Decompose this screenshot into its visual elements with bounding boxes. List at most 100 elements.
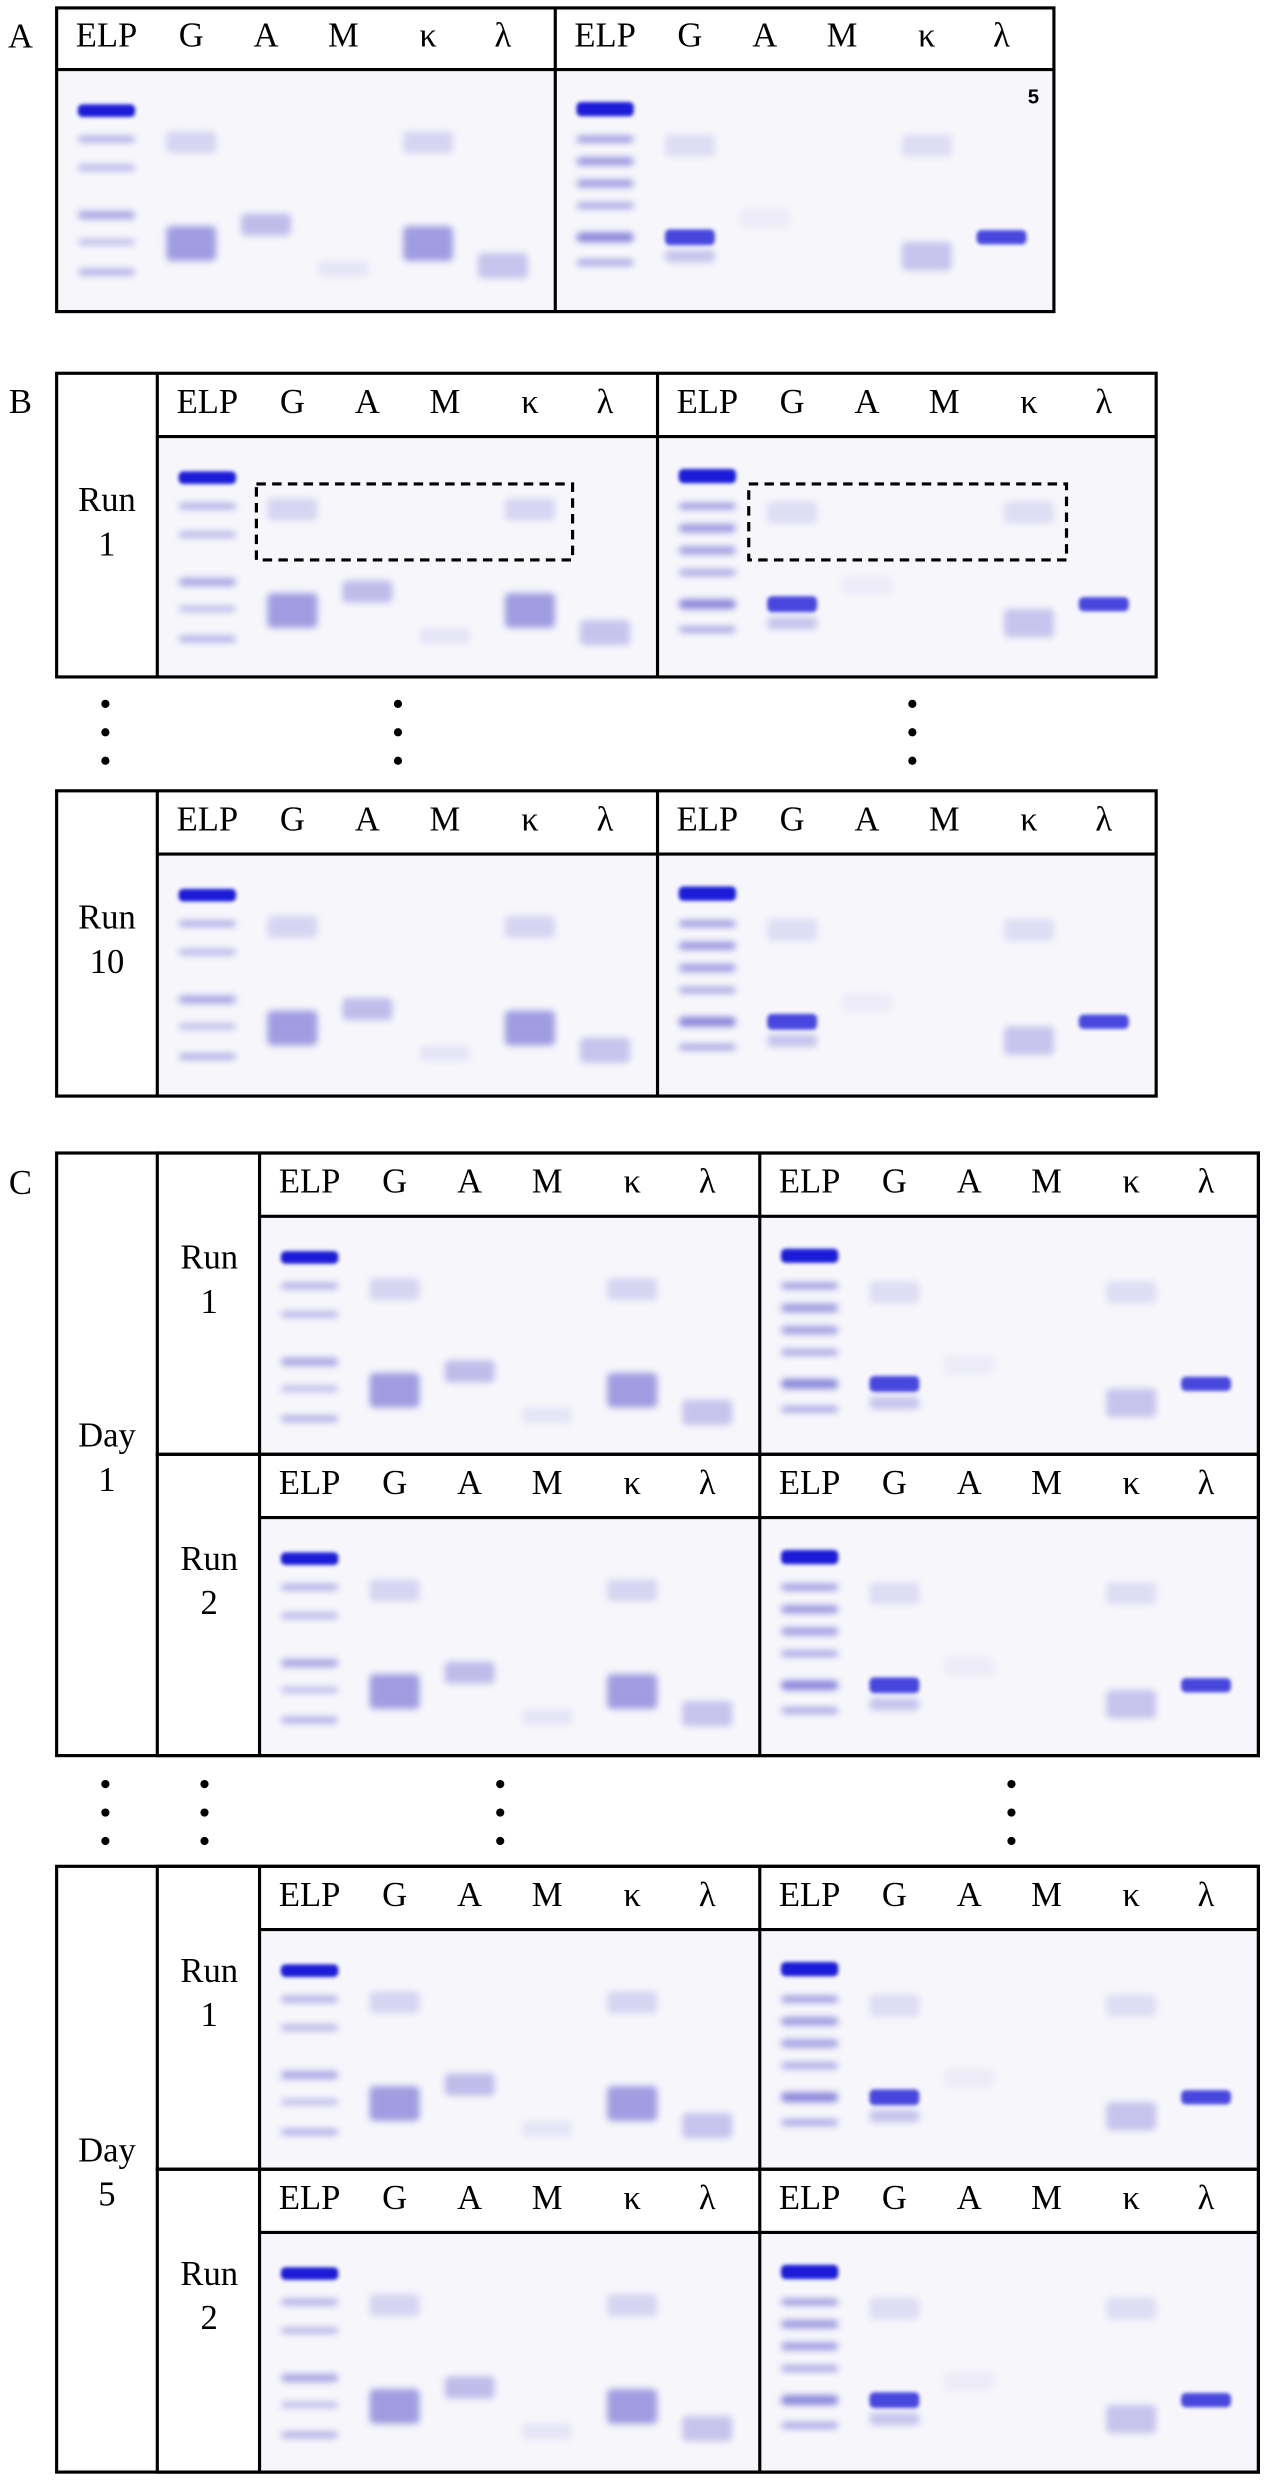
gel-band	[682, 2113, 733, 2139]
gel-band	[869, 2412, 920, 2426]
lane-label: λ	[1095, 799, 1112, 838]
run-label: Run 1	[78, 480, 136, 563]
gel-band	[780, 1282, 839, 1290]
lane-label: A	[457, 1463, 482, 1502]
gel-band	[780, 2342, 839, 2351]
gel-band	[678, 964, 737, 972]
gel-band	[780, 1584, 839, 1591]
gel-band	[267, 593, 318, 628]
lane-label: M	[1031, 2178, 1062, 2217]
gel-body	[261, 2234, 759, 2471]
panel-label: A	[8, 16, 33, 55]
gel-band	[522, 1708, 573, 1725]
run-label: Run 10	[78, 897, 136, 980]
ellipsis-dot	[908, 699, 917, 708]
gel-band	[869, 2392, 920, 2409]
lane-label: ELP	[177, 382, 239, 421]
lane-label: λ	[1095, 382, 1112, 421]
gel-body	[261, 1519, 759, 1755]
lane-label: M	[827, 16, 858, 55]
gel-band	[1106, 2404, 1157, 2434]
lane-label: ELP	[279, 1463, 341, 1502]
gel-band	[944, 2371, 995, 2391]
gel-band	[780, 1707, 839, 1714]
gel-band	[369, 1372, 420, 1408]
gel-band	[178, 995, 237, 1004]
gel-band	[1106, 1689, 1157, 1719]
gel-band	[576, 202, 634, 209]
ellipsis-dot	[101, 1808, 110, 1817]
lane-label: M	[1031, 1875, 1062, 1914]
gel-band	[780, 2119, 839, 2126]
gel-band	[767, 596, 818, 613]
gel-body	[556, 71, 1053, 311]
gel-band	[280, 2128, 339, 2136]
gel-band	[869, 2109, 920, 2123]
gel-band	[280, 2298, 339, 2306]
lane-label: G	[382, 1463, 407, 1502]
gel-body	[58, 71, 554, 311]
gel-band	[842, 993, 892, 1013]
lane-label: A	[355, 382, 380, 421]
day-label: Day 1	[78, 1415, 136, 1498]
lane-label: ELP	[779, 2178, 841, 2217]
gel-band	[678, 546, 737, 555]
gel-band	[369, 2294, 420, 2317]
gel-body	[158, 855, 656, 1095]
gel-band	[678, 920, 737, 927]
gel-band	[166, 226, 217, 261]
gel-band	[318, 260, 369, 277]
lane-label: λ	[699, 1162, 716, 1201]
lane-label: λ	[699, 2178, 716, 2217]
ellipsis-dot	[1007, 1808, 1016, 1817]
gel-band	[1181, 2090, 1231, 2105]
gel-band	[241, 213, 291, 236]
gel-band	[504, 593, 555, 628]
gel-band	[1106, 1281, 1157, 1304]
gel-band	[522, 1407, 573, 1424]
gel-band	[280, 1612, 339, 1619]
gel-band	[678, 986, 737, 994]
panel-label: B	[9, 382, 32, 421]
gel-band	[576, 102, 634, 117]
lane-label: M	[532, 1162, 563, 1201]
gel-band	[780, 1349, 839, 1356]
lane-label: A	[457, 1162, 482, 1201]
run-label: Run 1	[180, 1951, 238, 2034]
lane-label: κ	[521, 799, 538, 838]
gel-band	[419, 627, 470, 644]
gel-band	[780, 1605, 839, 1614]
gel-band	[77, 268, 136, 276]
gel-band	[678, 626, 737, 633]
gel-band	[607, 1277, 658, 1301]
lane-label: M	[532, 2178, 563, 2217]
gel-band	[280, 1552, 339, 1566]
gel-band	[178, 948, 237, 956]
gel-band	[280, 2401, 339, 2409]
gel-body	[659, 438, 1155, 676]
lane-label: G	[280, 799, 305, 838]
lane-label: A	[457, 2178, 482, 2217]
gel-band	[869, 2089, 920, 2106]
gel-band	[780, 2395, 839, 2405]
lane-label: λ	[993, 16, 1010, 55]
gel-body	[261, 1931, 759, 2168]
lane-label: ELP	[76, 16, 138, 55]
gel-band	[280, 1996, 339, 2003]
gel-band	[678, 599, 737, 609]
gel-band	[678, 502, 737, 510]
gel-band	[1106, 1994, 1157, 2017]
gel-band	[767, 918, 818, 942]
lane-label: λ	[495, 16, 512, 55]
lane-label: A	[752, 16, 777, 55]
gel-band	[280, 1584, 339, 1591]
ellipsis-dot	[1007, 1836, 1016, 1846]
lane-label: A	[854, 799, 879, 838]
gel-band	[780, 2039, 839, 2048]
lane-label: A	[957, 1875, 982, 1914]
gel-band	[444, 2073, 495, 2096]
gel-band	[678, 468, 737, 484]
gel-band	[767, 616, 818, 630]
panel-label: C	[9, 1163, 32, 1202]
lane-label: ELP	[279, 1162, 341, 1201]
